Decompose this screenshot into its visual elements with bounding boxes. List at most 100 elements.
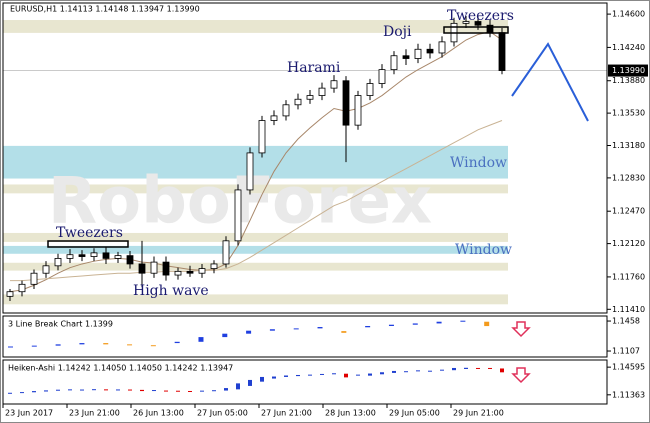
x-tick-label: 27 Jun 05:00	[197, 409, 248, 418]
y-tick-label: 1.12120	[612, 239, 645, 248]
brick	[388, 324, 394, 326]
annotation: Window	[450, 155, 507, 171]
candle-body	[234, 189, 242, 242]
brick	[365, 325, 371, 328]
brick	[150, 345, 156, 347]
candle-body	[198, 268, 206, 274]
ha-bar	[344, 373, 348, 378]
candle-body	[186, 270, 194, 274]
y-tick-label: 1.12470	[612, 207, 645, 216]
candle-body	[474, 21, 482, 26]
x-tick-label: 29 Jun 21:00	[453, 409, 504, 418]
candle-body	[162, 261, 170, 276]
candle-body	[18, 283, 26, 293]
brick	[436, 321, 442, 324]
y-tick-label: 1.13180	[612, 141, 645, 150]
ha-bar	[320, 373, 324, 375]
candle-body	[210, 263, 218, 269]
candle-body	[318, 87, 326, 96]
ha-bar	[392, 370, 396, 373]
ha-bar	[260, 376, 264, 382]
candle-body	[42, 265, 50, 274]
last-price-label: 1.13990	[612, 66, 645, 75]
ha-bar	[32, 391, 36, 393]
brick	[222, 333, 228, 338]
signal-arrow	[511, 367, 531, 384]
candle-body	[114, 255, 122, 259]
ha-bar	[296, 374, 300, 377]
brick	[55, 344, 61, 346]
ha-bar	[188, 390, 192, 392]
y-tick-label: 1.11363	[612, 390, 645, 399]
candle-body	[30, 272, 38, 285]
ha-bar	[488, 367, 492, 369]
annotation: Doji	[383, 24, 412, 40]
candle-body	[414, 48, 422, 59]
zone	[3, 145, 508, 179]
brick	[198, 337, 204, 342]
y-tick-label: 1.1458	[612, 317, 640, 326]
brick	[412, 323, 418, 325]
x-tick-label: 26 Jun 13:00	[133, 409, 184, 418]
candle-body	[90, 252, 98, 257]
candle-body	[174, 270, 182, 276]
brick	[174, 341, 180, 344]
ha-bar	[368, 373, 372, 376]
brick	[246, 330, 252, 334]
ha-bar	[80, 389, 84, 391]
background-layer	[3, 20, 607, 305]
candle-body	[222, 240, 230, 265]
brick	[341, 331, 347, 333]
moving-average	[10, 120, 503, 282]
ha-bar	[428, 370, 432, 372]
ha-bar	[380, 372, 384, 375]
heiken-ashi-panel-border	[2, 359, 608, 405]
zone	[3, 294, 508, 305]
brick	[293, 328, 299, 330]
ha-bar	[176, 390, 180, 392]
ha-bar	[476, 367, 480, 369]
ha-bar	[272, 376, 276, 379]
candle-body	[54, 258, 62, 267]
brick	[127, 344, 133, 346]
y-tick-label: 1.13530	[612, 109, 645, 118]
candle-body	[402, 55, 410, 59]
ha-bar	[440, 369, 444, 371]
ha-bar	[416, 370, 420, 372]
ha-bar	[332, 373, 336, 375]
ha-bar	[116, 389, 120, 391]
panel-title: Heiken-Ashi 1.14242 1.14050 1.14050 1.14…	[8, 364, 233, 373]
brick	[317, 327, 323, 329]
ha-bar	[404, 371, 408, 373]
candle-body	[126, 255, 134, 265]
candle-body	[138, 263, 146, 274]
ha-bar	[140, 389, 144, 392]
moving-average	[9, 31, 503, 293]
ha-bar	[152, 390, 156, 392]
candle-body	[330, 80, 338, 89]
ha-bar	[356, 374, 360, 376]
y-tick-label: 1.11760	[612, 272, 645, 281]
candle-body	[378, 69, 386, 84]
header: EURUSD,H1 1.14113 1.14148 1.13947 1.1399…	[10, 5, 200, 14]
brick	[484, 321, 490, 327]
candle-body	[150, 261, 158, 274]
candle-body	[102, 252, 110, 259]
y-tick-label: 1.14600	[612, 10, 645, 19]
candle-body	[426, 48, 434, 54]
x-tick-label: 23 Jun 2017	[5, 409, 53, 418]
y-tick-label: 1.11410	[612, 305, 645, 314]
panel-title: 3 Line Break Chart 1.1399	[8, 320, 113, 329]
annotation: Tweezers	[447, 8, 514, 24]
pattern-box	[47, 240, 129, 248]
candle-body	[78, 254, 86, 257]
candle-body	[354, 95, 362, 126]
brick	[79, 343, 85, 345]
pattern-box	[443, 26, 509, 34]
ha-bar	[104, 389, 108, 391]
zone	[3, 245, 508, 254]
ha-bar	[8, 392, 12, 394]
ha-bar	[212, 390, 216, 392]
brick	[103, 343, 109, 345]
